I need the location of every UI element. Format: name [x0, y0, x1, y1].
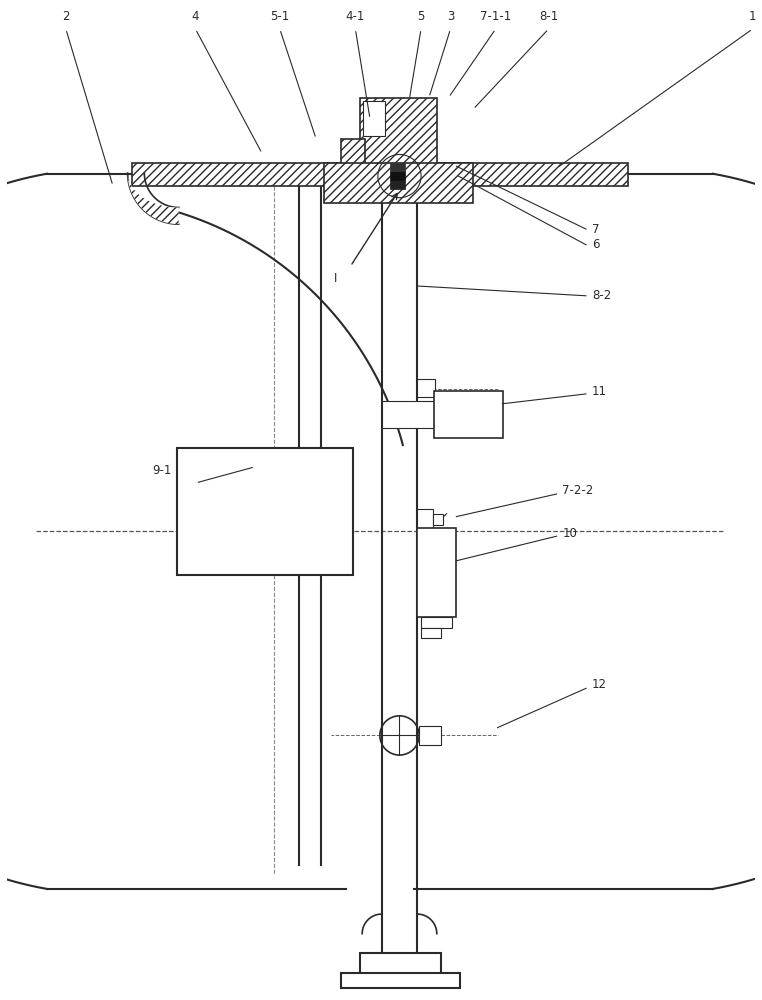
- Text: 1: 1: [749, 10, 757, 23]
- Text: 7: 7: [592, 223, 600, 236]
- Bar: [360, 98, 437, 166]
- Text: 5-1: 5-1: [271, 10, 290, 23]
- Text: 3: 3: [447, 10, 454, 23]
- Text: I: I: [334, 272, 338, 285]
- Text: 7-1-1: 7-1-1: [480, 10, 511, 23]
- Text: 5: 5: [418, 10, 424, 23]
- Bar: [363, 101, 385, 136]
- Bar: [341, 139, 365, 168]
- Text: 8-1: 8-1: [539, 10, 559, 23]
- Text: 2: 2: [62, 10, 69, 23]
- Bar: [433, 514, 443, 525]
- Text: 6: 6: [592, 238, 600, 251]
- Bar: [382, 401, 436, 428]
- Bar: [341, 973, 460, 988]
- Bar: [389, 163, 405, 171]
- Text: 12: 12: [592, 678, 607, 691]
- Bar: [417, 379, 435, 397]
- Text: 10: 10: [562, 527, 578, 540]
- Bar: [177, 448, 354, 575]
- Bar: [389, 171, 405, 181]
- Bar: [324, 163, 473, 203]
- Text: 9-1: 9-1: [152, 464, 171, 477]
- Bar: [421, 617, 453, 628]
- Bar: [421, 628, 440, 638]
- Bar: [434, 391, 502, 438]
- Text: 7-2-2: 7-2-2: [562, 484, 594, 497]
- Bar: [389, 181, 405, 189]
- Text: 8-2: 8-2: [592, 289, 611, 302]
- Bar: [419, 726, 440, 745]
- Bar: [417, 528, 456, 617]
- Text: 11: 11: [592, 385, 607, 398]
- Bar: [360, 953, 440, 975]
- Text: 4: 4: [191, 10, 199, 23]
- Bar: [417, 509, 433, 528]
- Bar: [132, 163, 628, 186]
- Text: 4-1: 4-1: [346, 10, 365, 23]
